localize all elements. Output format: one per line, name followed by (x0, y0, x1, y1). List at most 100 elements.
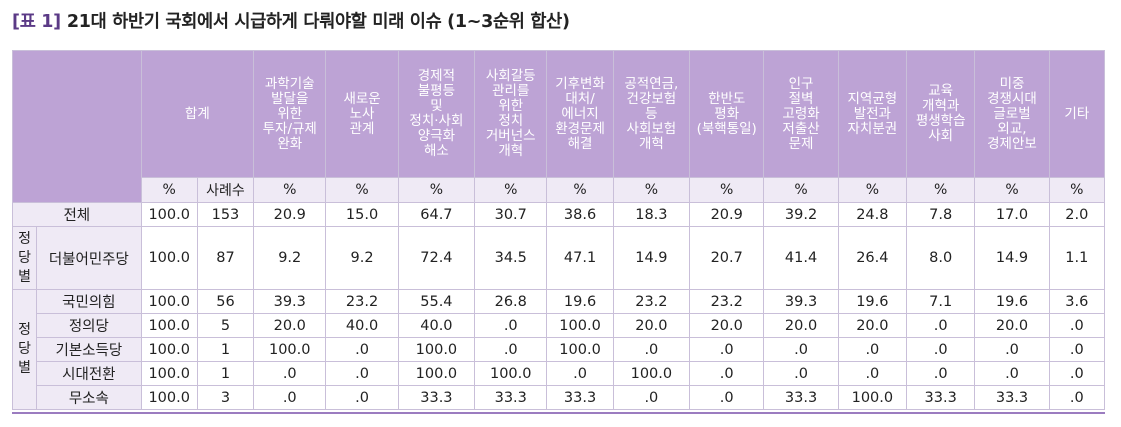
table-caption: 21대 하반기 국회에서 시급하게 다뤄야할 미래 이슈 (1~3순위 합산) (66, 12, 570, 32)
data-cell: 20.0 (689, 313, 765, 338)
row-label: 정의당 (36, 313, 142, 338)
column-header: 미중 경쟁시대 글로벌 외교, 경제안보 (974, 50, 1050, 178)
data-cell: .0 (325, 361, 399, 386)
data-cell: 100.0 (140, 337, 198, 362)
unit-cell: % (397, 177, 476, 203)
data-cell: .0 (325, 385, 399, 410)
data-cell: 2.0 (1048, 202, 1106, 227)
data-cell: .0 (974, 337, 1050, 362)
data-cell: 41.4 (763, 226, 839, 290)
data-cell: 20.7 (689, 226, 765, 290)
column-header: 공적연금, 건강보험 등 사회보험 개혁 (612, 50, 691, 178)
data-cell: 64.7 (397, 202, 476, 227)
column-header: 한반도 평화 (북핵통일) (689, 50, 765, 178)
data-cell: 100.0 (140, 385, 198, 410)
row-label: 시대전환 (36, 361, 142, 386)
data-cell: 9.2 (325, 226, 399, 290)
data-cell: 20.0 (612, 313, 691, 338)
column-header: 새로운 노사 관계 (325, 50, 399, 178)
data-cell: 100.0 (140, 226, 198, 290)
data-cell: 100.0 (140, 202, 198, 227)
data-cell: 100.0 (837, 385, 908, 410)
data-cell: 72.4 (397, 226, 476, 290)
unit-cell: % (253, 177, 327, 203)
data-cell: 100.0 (546, 313, 614, 338)
column-header: 교육 개혁과 평생학습 사회 (906, 50, 976, 178)
data-cell: 20.0 (253, 313, 327, 338)
data-cell: .0 (689, 337, 765, 362)
table-number: [표 1] (12, 12, 61, 32)
data-cell: 40.0 (325, 313, 399, 338)
data-cell: 40.0 (397, 313, 476, 338)
data-cell: .0 (474, 313, 548, 338)
data-cell: .0 (1048, 313, 1106, 338)
column-header: 인구 절벽 고령화 저출산 문제 (763, 50, 839, 178)
data-cell: 33.3 (906, 385, 976, 410)
data-cell: 3 (196, 385, 255, 410)
data-cell: .0 (612, 385, 691, 410)
data-cell: 19.6 (546, 289, 614, 314)
data-cell: 100.0 (397, 361, 476, 386)
data-cell: 20.9 (253, 202, 327, 227)
data-cell: .0 (1048, 361, 1106, 386)
data-cell: .0 (763, 337, 839, 362)
data-cell: .0 (253, 385, 327, 410)
column-header: 과학기술 발달을 위한 투자/규제 완화 (253, 50, 327, 178)
row-label: 국민의힘 (36, 289, 142, 314)
data-cell: 100.0 (612, 361, 691, 386)
data-cell: 7.8 (906, 202, 976, 227)
data-cell: 9.2 (253, 226, 327, 290)
data-cell: 56 (196, 289, 255, 314)
data-cell: 153 (196, 202, 255, 227)
data-cell: 1.1 (1048, 226, 1106, 290)
column-header: 경제적 불평등 및 정치·사회 양극화 해소 (397, 50, 476, 178)
data-cell: 33.3 (397, 385, 476, 410)
unit-cell: % (140, 177, 198, 203)
data-cell: 87 (196, 226, 255, 290)
data-cell: .0 (837, 361, 908, 386)
data-cell: 23.2 (612, 289, 691, 314)
column-header: 기후변화 대처/에너지 환경문제 해결 (546, 50, 614, 178)
unit-cell: % (474, 177, 548, 203)
data-cell: 24.8 (837, 202, 908, 227)
data-cell: 1 (196, 337, 255, 362)
data-cell: 33.3 (546, 385, 614, 410)
unit-cell: % (837, 177, 908, 203)
unit-cell: % (763, 177, 839, 203)
data-cell: 20.0 (837, 313, 908, 338)
data-cell: .0 (1048, 337, 1106, 362)
header-corner (12, 50, 142, 203)
data-cell: 14.9 (612, 226, 691, 290)
data-cell: 15.0 (325, 202, 399, 227)
data-cell: 19.6 (974, 289, 1050, 314)
unit-cell: % (1048, 177, 1106, 203)
data-cell: .0 (689, 385, 765, 410)
data-cell: 39.3 (763, 289, 839, 314)
unit-cell: % (612, 177, 691, 203)
data-cell: 19.6 (837, 289, 908, 314)
data-cell: 23.2 (689, 289, 765, 314)
unit-cell: % (325, 177, 399, 203)
data-cell: 1 (196, 361, 255, 386)
data-cell: 100.0 (546, 337, 614, 362)
data-cell: .0 (837, 337, 908, 362)
data-cell: .0 (612, 337, 691, 362)
data-cell: 17.0 (974, 202, 1050, 227)
data-cell: 39.3 (253, 289, 327, 314)
data-cell: 47.1 (546, 226, 614, 290)
data-cell: 33.3 (474, 385, 548, 410)
row-label: 무소속 (36, 385, 142, 410)
data-cell: 7.1 (906, 289, 976, 314)
unit-cell: % (974, 177, 1050, 203)
data-cell: 100.0 (474, 361, 548, 386)
data-cell: .0 (763, 361, 839, 386)
data-cell: .0 (474, 337, 548, 362)
data-cell: 100.0 (140, 289, 198, 314)
data-cell: 20.9 (689, 202, 765, 227)
row-label: 기본소득당 (36, 337, 142, 362)
data-cell: 8.0 (906, 226, 976, 290)
data-cell: 33.3 (974, 385, 1050, 410)
data-cell: 100.0 (253, 337, 327, 362)
